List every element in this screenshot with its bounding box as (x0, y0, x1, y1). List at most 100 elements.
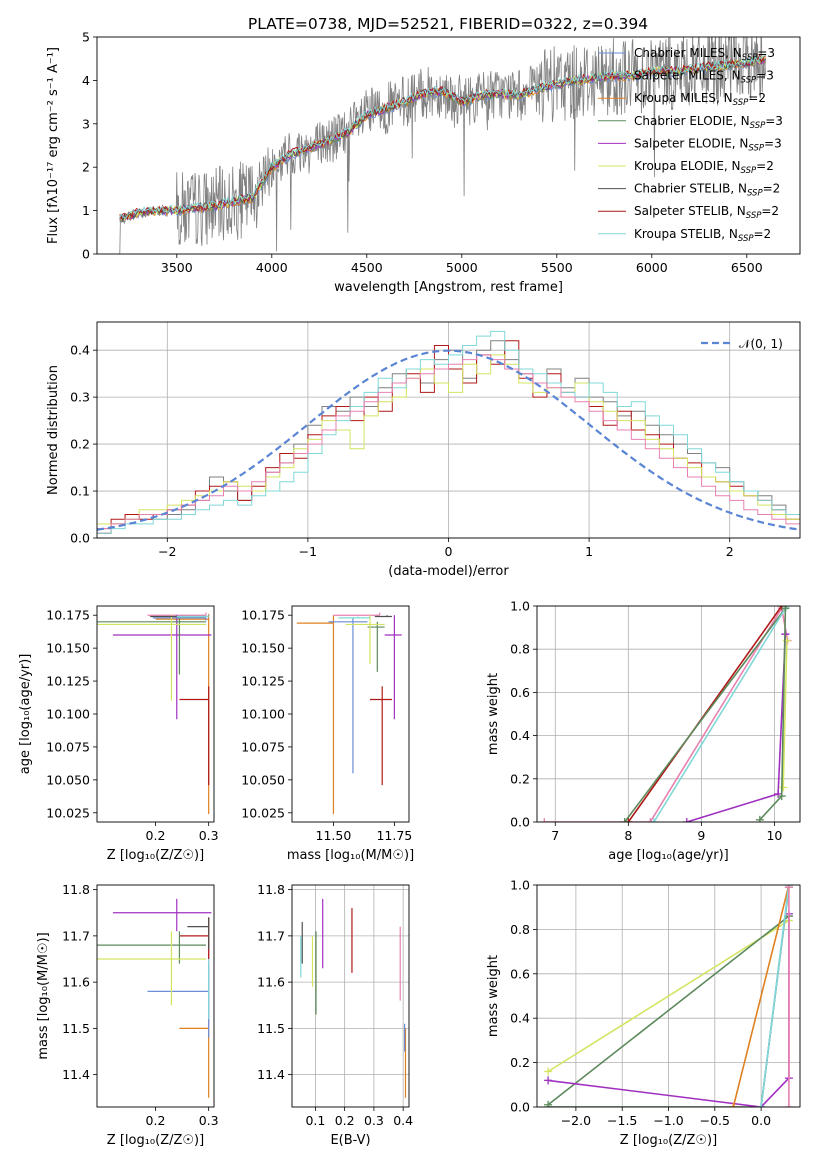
residuals-ytick-label: 0.0 (70, 531, 90, 546)
massweight_vs_age-xtick-label: 9 (697, 828, 705, 843)
spectrum-xtick-label: 5000 (446, 260, 478, 275)
age_vs_Z-xlabel: Z [log₁₀(Z/Z☉)] (107, 848, 204, 863)
massweight_vs_age-ytick-label: 0.6 (510, 685, 530, 700)
massweight_vs_Z-ytick-label: 1.0 (510, 878, 530, 893)
legend-label: Chabrier STELIB, NSSP=2 (634, 182, 780, 199)
massweight_vs_Z-ytick-label: 0.4 (510, 1011, 530, 1026)
age_vs_mass-xtick-label: 11.50 (316, 828, 352, 843)
figure-title: PLATE=0738, MJD=52521, FIBERID=0322, z=0… (248, 15, 648, 33)
spectrum-ytick-label: 5 (82, 30, 90, 45)
mass_vs_EBV-xtick-label: 0.1 (305, 1113, 325, 1128)
residuals-xtick-label: −2 (158, 544, 176, 559)
spectrum-ytick-label: 3 (82, 116, 90, 131)
mass_vs_EBV-ytick-label: 11.7 (257, 928, 285, 943)
age_vs_mass-xtick-label: 11.75 (376, 828, 412, 843)
mass-weight-line (732, 885, 790, 1107)
massweight_vs_age-ytick-label: 0.8 (510, 642, 530, 657)
spectrum-ytick-label: 0 (82, 247, 90, 262)
mass-weight-line (547, 919, 790, 1073)
spectrum-model-line (119, 55, 766, 221)
massweight_vs_Z-plot-area (544, 885, 793, 1107)
mass_vs_EBV-xtick-label: 0.3 (364, 1113, 384, 1128)
age_vs_mass-ytick-label: 10.175 (241, 608, 285, 623)
legend-label: Chabrier MILES, NSSP=3 (634, 46, 775, 63)
spectrum-ytick-label: 4 (82, 73, 90, 88)
mass_vs_EBV-ytick-label: 11.6 (257, 975, 285, 990)
massweight_vs_Z-ytick-label: 0.6 (510, 966, 530, 981)
age_vs_mass-ytick-label: 10.025 (241, 805, 285, 820)
massweight_vs_Z-xlabel: Z [log₁₀(Z/Z☉)] (620, 1133, 717, 1148)
mass_vs_Z-ylabel: mass [log₁₀(M/M☉)] (36, 932, 51, 1059)
legend-label: Salpeter ELODIE, NSSP=3 (634, 136, 782, 153)
residuals-xtick-label: 2 (726, 544, 734, 559)
age_vs_Z-ytick-label: 10.050 (46, 772, 90, 787)
residuals-xtick-label: 0 (445, 544, 453, 559)
massweight_vs_age-frame (536, 605, 801, 823)
residuals-frame (96, 321, 801, 539)
spectrum-xtick-label: 6000 (636, 260, 668, 275)
spectrum-model-line (119, 54, 767, 219)
massweight_vs_Z-ytick-label: 0.0 (510, 1100, 530, 1115)
age_vs_Z-xtick-label: 0.3 (199, 828, 219, 843)
legend-label: 𝒩(0, 1) (739, 337, 783, 351)
residuals-ytick-label: 0.4 (70, 343, 90, 358)
massweight_vs_age-panel: 7 8 9 10 0.0 0.2 0.4 0.6 0.8 1.0 age [log₁₀(age/yr… (486, 599, 801, 863)
massweight_vs_Z-ylabel: mass weight (486, 955, 501, 1037)
legend-label: Salpeter STELIB, NSSP=2 (634, 204, 779, 221)
massweight_vs_age-plot-area (540, 606, 792, 822)
age_vs_Z-ytick-label: 10.075 (46, 739, 90, 754)
spectrum-ytick-label: 2 (82, 160, 90, 175)
age_vs_Z-ytick-label: 10.125 (46, 674, 90, 689)
massweight_vs_Z-xtick-label: 0.0 (751, 1113, 771, 1128)
mass_vs_EBV-xtick-label: 0.4 (393, 1113, 413, 1128)
age_vs_Z-ytick-label: 10.025 (46, 805, 90, 820)
residuals-xlabel: (data-model)/error (388, 564, 509, 579)
mass-weight-line (760, 885, 790, 1107)
mass_vs_Z-plot-area (97, 898, 212, 1098)
residuals-plot-area (97, 330, 800, 534)
mass_vs_Z-xlabel: Z [log₁₀(Z/Z☉)] (107, 1133, 204, 1148)
spectrum-ylabel: Flux [fλ10⁻¹⁷ erg cm⁻² s⁻¹ A⁻¹] (46, 47, 61, 244)
massweight_vs_age-ytick-label: 0.4 (510, 728, 530, 743)
spectrum-xtick-label: 5500 (541, 260, 573, 275)
massweight_vs_age-xtick-label: 7 (551, 828, 559, 843)
massweight_vs_Z-panel: −2.0 −1.5 −1.0 −0.5 0.0 0.0 0.2 0.4 0.6 0.8 1.0 Z [… (486, 878, 801, 1148)
histogram-step (97, 354, 800, 530)
mass_vs_Z-ytick-label: 11.5 (62, 1021, 90, 1036)
spectrum-xtick-label: 6500 (731, 260, 763, 275)
spectrum-xtick-label: 4500 (351, 260, 383, 275)
mass_vs_EBV-xtick-label: 0.2 (335, 1113, 355, 1128)
mass-weight-line (547, 915, 790, 1106)
mass_vs_EBV-frame (291, 884, 410, 1108)
age_vs_Z-ytick-label: 10.175 (46, 608, 90, 623)
massweight_vs_age-ytick-label: 0.2 (510, 771, 530, 786)
mass-weight-line (782, 640, 788, 788)
legend-label: Kroupa MILES, NSSP=2 (634, 91, 766, 108)
spectrum-panel: 3500 4000 4500 5000 5500 6000 6500 0 1 2 3 4 5 wavele… (46, 30, 801, 295)
age_vs_mass-ytick-label: 10.050 (241, 772, 285, 787)
legend-label: Kroupa STELIB, NSSP=2 (634, 227, 771, 244)
mass_vs_EBV-ytick-label: 11.4 (257, 1067, 285, 1082)
mass_vs_Z-xtick-label: 0.3 (199, 1113, 219, 1128)
mass_vs_EBV-ytick-label: 11.5 (257, 1021, 285, 1036)
massweight_vs_age-ylabel: mass weight (486, 673, 501, 755)
spectrum-ytick-label: 1 (82, 203, 90, 218)
residuals-panel: −2 −1 0 1 2 0.0 0.1 0.2 0.3 0.4 (data-model)/error… (46, 321, 801, 579)
spectrum-frame (96, 36, 801, 255)
mass_vs_Z-ytick-label: 11.6 (62, 975, 90, 990)
residuals-ytick-label: 0.3 (70, 390, 90, 405)
massweight_vs_Z-xtick-label: −0.5 (700, 1113, 730, 1128)
age_vs_Z-panel: 0.2 0.3 10.025 10.050 10.075 10.100 10.125 10.1… (18, 605, 219, 863)
legend-label: Salpeter MILES, NSSP=3 (634, 69, 774, 86)
histogram-step (97, 354, 800, 525)
massweight_vs_age-xtick-label: 10 (766, 828, 782, 843)
age_vs_Z-xtick-label: 0.2 (146, 828, 166, 843)
age_vs_mass-ytick-label: 10.075 (241, 739, 285, 754)
massweight_vs_Z-xtick-label: −2.0 (561, 1113, 591, 1128)
mass_vs_Z-ytick-label: 11.7 (62, 928, 90, 943)
age_vs_Z-ytick-label: 10.100 (46, 707, 90, 722)
residuals-ytick-label: 0.1 (70, 484, 90, 499)
mass_vs_EBV-panel: 0.1 0.2 0.3 0.4 11.4 11.5 11.6 11.7 11.8 E(B-V) (257, 882, 413, 1148)
massweight_vs_Z-ytick-label: 0.8 (510, 922, 530, 937)
